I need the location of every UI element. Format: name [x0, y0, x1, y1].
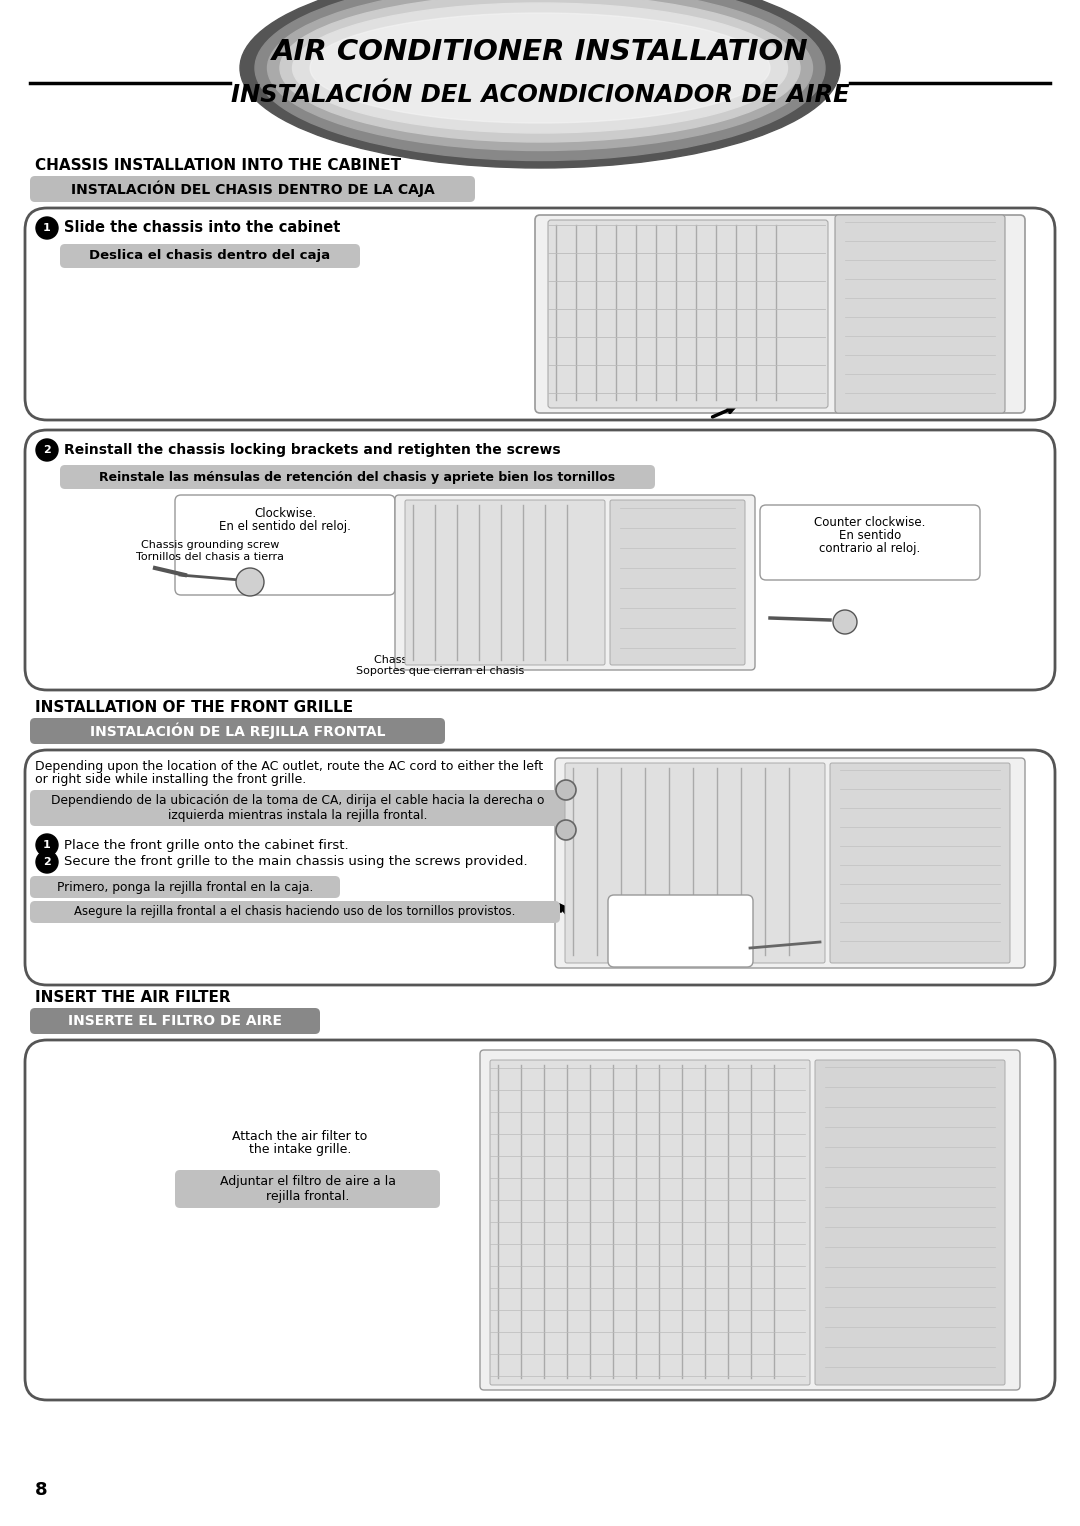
Text: 2: 2 — [43, 446, 51, 455]
Ellipse shape — [268, 0, 812, 151]
FancyBboxPatch shape — [565, 763, 825, 963]
Text: INSTALLATION OF THE FRONT GRILLE: INSTALLATION OF THE FRONT GRILLE — [35, 700, 353, 716]
Ellipse shape — [240, 0, 840, 168]
FancyBboxPatch shape — [175, 494, 395, 595]
Text: Clockwise.: Clockwise. — [254, 507, 316, 520]
Text: 1: 1 — [43, 839, 51, 850]
FancyBboxPatch shape — [831, 763, 1010, 963]
Text: INSERTE EL FILTRO DE AIRE: INSERTE EL FILTRO DE AIRE — [68, 1013, 282, 1029]
Text: En el sentido del reloj.: En el sentido del reloj. — [219, 520, 351, 533]
Text: Counter clockwise.: Counter clockwise. — [814, 516, 926, 530]
Text: CHASSIS INSTALLATION INTO THE CABINET: CHASSIS INSTALLATION INTO THE CABINET — [35, 159, 401, 172]
FancyBboxPatch shape — [405, 501, 605, 665]
Circle shape — [556, 780, 576, 800]
Text: Chassis grounding screw: Chassis grounding screw — [140, 540, 280, 549]
Circle shape — [237, 568, 264, 597]
Text: Asegure la rejilla frontal a el chasis haciendo uso de los tornillos provistos.: Asegure la rejilla frontal a el chasis h… — [75, 905, 515, 919]
FancyBboxPatch shape — [535, 215, 1025, 414]
FancyBboxPatch shape — [760, 505, 980, 580]
Text: Secure the front grille to the main chassis using the screws provided.: Secure the front grille to the main chas… — [64, 856, 528, 868]
FancyBboxPatch shape — [25, 430, 1055, 690]
FancyBboxPatch shape — [30, 876, 340, 897]
Text: Deslica el chasis dentro del caja: Deslica el chasis dentro del caja — [90, 249, 330, 262]
Text: INSERT THE AIR FILTER: INSERT THE AIR FILTER — [35, 990, 231, 1006]
Text: INSTALACIÓN DEL CHASIS DENTRO DE LA CAJA: INSTALACIÓN DEL CHASIS DENTRO DE LA CAJA — [70, 180, 434, 197]
Text: Attach the air filter to: Attach the air filter to — [232, 1129, 367, 1143]
Text: En sentido: En sentido — [839, 530, 901, 542]
Text: INSTALACIÓN DE LA REJILLA FRONTAL: INSTALACIÓN DE LA REJILLA FRONTAL — [90, 723, 386, 739]
Text: Dependiendo de la ubicación de la toma de CA, dirija el cable hacia la derecha o: Dependiendo de la ubicación de la toma d… — [51, 794, 544, 823]
Circle shape — [36, 217, 58, 240]
FancyBboxPatch shape — [608, 896, 753, 967]
FancyBboxPatch shape — [175, 1170, 440, 1209]
Text: 8: 8 — [35, 1482, 48, 1499]
Text: Chassis locking bracket: Chassis locking bracket — [375, 655, 505, 665]
Text: Soportes que cierran el chasis: Soportes que cierran el chasis — [356, 665, 524, 676]
FancyBboxPatch shape — [60, 465, 654, 488]
Circle shape — [36, 439, 58, 461]
Text: or right side while installing the front grille.: or right side while installing the front… — [35, 774, 307, 786]
FancyBboxPatch shape — [548, 220, 828, 407]
Text: Depending upon the location of the AC outlet, route the AC cord to either the le: Depending upon the location of the AC ou… — [35, 760, 543, 774]
FancyBboxPatch shape — [25, 208, 1055, 420]
Ellipse shape — [280, 0, 800, 142]
Ellipse shape — [293, 3, 787, 133]
Text: En el sentido: En el sentido — [639, 920, 720, 932]
Ellipse shape — [310, 14, 770, 124]
Ellipse shape — [255, 0, 825, 160]
FancyBboxPatch shape — [30, 1009, 320, 1035]
FancyBboxPatch shape — [25, 1041, 1055, 1399]
Text: 1: 1 — [43, 223, 51, 233]
Text: AIR CONDITIONER INSTALLATION: AIR CONDITIONER INSTALLATION — [272, 38, 808, 66]
Circle shape — [36, 852, 58, 873]
FancyBboxPatch shape — [30, 900, 561, 923]
FancyBboxPatch shape — [835, 215, 1005, 414]
FancyBboxPatch shape — [815, 1061, 1005, 1386]
Text: 2: 2 — [43, 858, 51, 867]
FancyBboxPatch shape — [60, 244, 360, 269]
FancyBboxPatch shape — [30, 175, 475, 201]
Text: Primero, ponga la rejilla frontal en la caja.: Primero, ponga la rejilla frontal en la … — [57, 881, 313, 894]
FancyBboxPatch shape — [490, 1061, 810, 1386]
Text: Adjuntar el filtro de aire a la
rejilla frontal.: Adjuntar el filtro de aire a la rejilla … — [219, 1175, 395, 1202]
FancyBboxPatch shape — [30, 719, 445, 745]
FancyBboxPatch shape — [30, 790, 565, 826]
Text: Slide the chassis into the cabinet: Slide the chassis into the cabinet — [64, 220, 340, 235]
Text: contrario al reloj.: contrario al reloj. — [820, 542, 920, 555]
Text: Reinstall the chassis locking brackets and retighten the screws: Reinstall the chassis locking brackets a… — [64, 443, 561, 456]
Text: the intake grille.: the intake grille. — [248, 1143, 351, 1157]
Text: Place the front grille onto the cabinet first.: Place the front grille onto the cabinet … — [64, 838, 349, 852]
FancyBboxPatch shape — [395, 494, 755, 670]
Text: INSTALACIÓN DEL ACONDICIONADOR DE AIRE: INSTALACIÓN DEL ACONDICIONADOR DE AIRE — [231, 82, 849, 107]
FancyBboxPatch shape — [610, 501, 745, 665]
Text: Tornillos del chasis a tierra: Tornillos del chasis a tierra — [136, 552, 284, 562]
Circle shape — [36, 835, 58, 856]
Text: Reinstale las ménsulas de retención del chasis y apriete bien los tornillos: Reinstale las ménsulas de retención del … — [99, 470, 616, 484]
FancyBboxPatch shape — [25, 749, 1055, 984]
Text: del reloj.: del reloj. — [652, 935, 707, 948]
Circle shape — [556, 819, 576, 839]
Circle shape — [833, 610, 858, 633]
Text: Clockwise.: Clockwise. — [644, 905, 717, 919]
FancyBboxPatch shape — [480, 1050, 1020, 1390]
FancyBboxPatch shape — [555, 758, 1025, 967]
